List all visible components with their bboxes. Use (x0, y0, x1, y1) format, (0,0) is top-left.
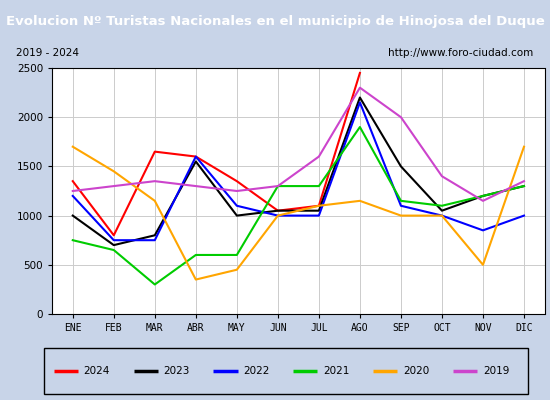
Text: http://www.foro-ciudad.com: http://www.foro-ciudad.com (388, 48, 534, 58)
Text: 2023: 2023 (163, 366, 190, 376)
Text: 2022: 2022 (244, 366, 270, 376)
Text: Evolucion Nº Turistas Nacionales en el municipio de Hinojosa del Duque: Evolucion Nº Turistas Nacionales en el m… (6, 14, 544, 28)
Text: 2021: 2021 (323, 366, 350, 376)
Text: 2019: 2019 (483, 366, 509, 376)
Text: 2020: 2020 (403, 366, 430, 376)
Text: 2024: 2024 (84, 366, 110, 376)
Text: 2019 - 2024: 2019 - 2024 (16, 48, 79, 58)
